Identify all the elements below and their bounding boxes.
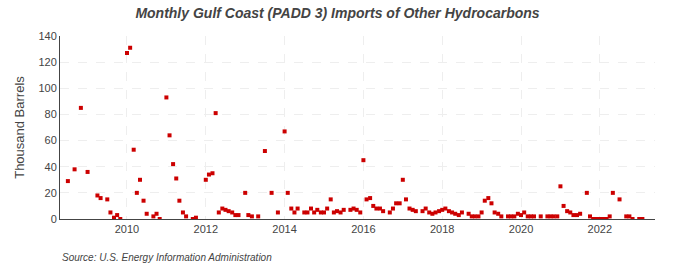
svg-text:40: 40 [45, 161, 57, 173]
svg-text:Monthly Gulf Coast (PADD 3) Im: Monthly Gulf Coast (PADD 3) Imports of O… [135, 5, 539, 21]
svg-text:20: 20 [45, 187, 57, 199]
svg-text:2020: 2020 [509, 223, 533, 235]
svg-text:2010: 2010 [115, 223, 139, 235]
svg-text:100: 100 [38, 82, 56, 94]
svg-text:2016: 2016 [351, 223, 375, 235]
svg-text:Source: U.S. Energy Informatio: Source: U.S. Energy Information Administ… [62, 252, 272, 263]
svg-text:2018: 2018 [430, 223, 454, 235]
svg-text:2014: 2014 [272, 223, 296, 235]
svg-text:120: 120 [38, 56, 56, 68]
svg-text:140: 140 [38, 30, 56, 42]
svg-text:Thousand Barrels: Thousand Barrels [12, 76, 27, 179]
svg-text:2022: 2022 [588, 223, 612, 235]
svg-text:2012: 2012 [194, 223, 218, 235]
svg-text:60: 60 [45, 134, 57, 146]
svg-text:80: 80 [45, 108, 57, 120]
svg-text:0: 0 [51, 213, 57, 225]
